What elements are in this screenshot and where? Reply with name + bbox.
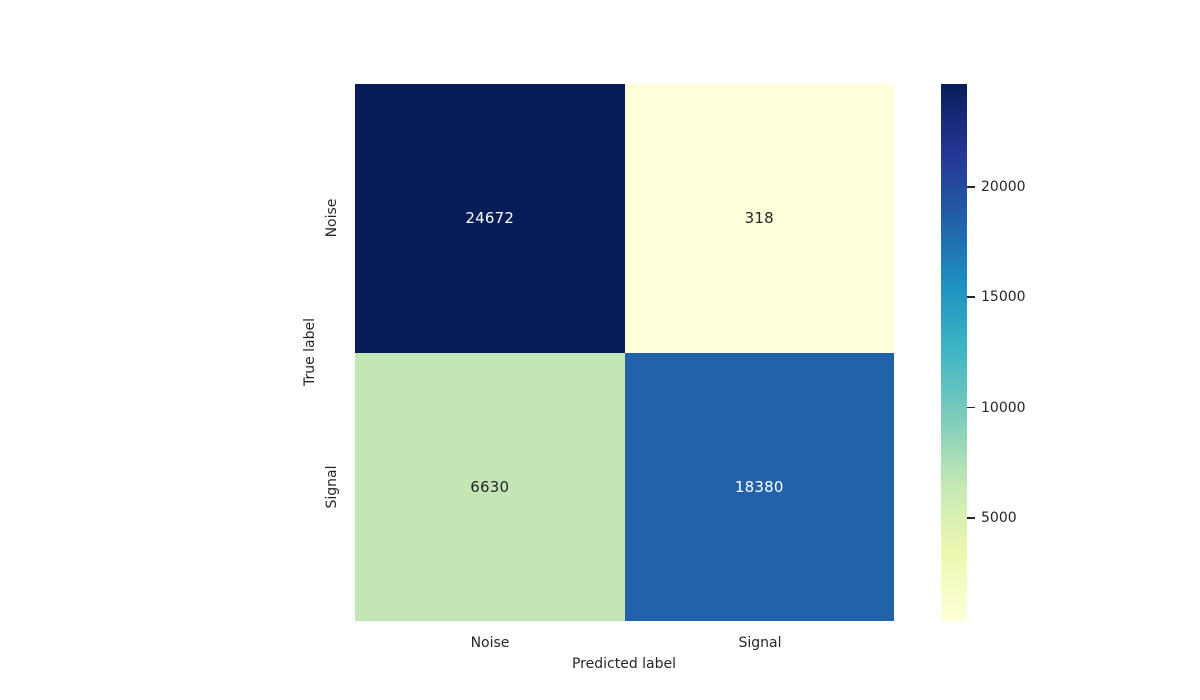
heatmap-cell-true-noise-pred-noise: 24672 — [355, 84, 625, 353]
heatmap-cell-true-signal-pred-noise: 6630 — [355, 352, 625, 621]
colorbar-gradient — [941, 84, 967, 621]
colorbar-tick-mark — [967, 186, 975, 188]
heatmap-cell-true-noise-pred-signal: 318 — [624, 84, 894, 353]
colorbar-tick-mark — [967, 406, 975, 409]
cell-value: 6630 — [470, 477, 510, 496]
colorbar-ticks: 20000 15000 10000 5000 — [967, 84, 1047, 621]
x-tick-label-signal: Signal — [738, 635, 782, 651]
colorbar-tick-mark — [967, 296, 975, 299]
heatmap: 24672 318 6630 18380 — [355, 84, 894, 621]
colorbar-tick-label: 15000 — [981, 289, 1026, 306]
colorbar-tick-label: 20000 — [981, 179, 1026, 196]
heatmap-cell-true-signal-pred-signal: 18380 — [624, 352, 894, 621]
y-tick-label-noise: Noise — [324, 198, 340, 238]
colorbar: 20000 15000 10000 5000 — [941, 84, 1026, 621]
x-tick-label-noise: Noise — [470, 635, 510, 651]
cell-value: 318 — [744, 209, 774, 228]
y-tick-label-signal: Signal — [324, 465, 340, 509]
colorbar-tick-mark — [967, 516, 975, 519]
y-axis-label: True label — [302, 317, 318, 387]
cell-value: 18380 — [734, 477, 784, 496]
x-axis-label: Predicted label — [571, 656, 677, 672]
colorbar-tick-label: 5000 — [981, 509, 1017, 526]
colorbar-tick-label: 10000 — [981, 399, 1026, 416]
cell-value: 24672 — [465, 209, 515, 228]
